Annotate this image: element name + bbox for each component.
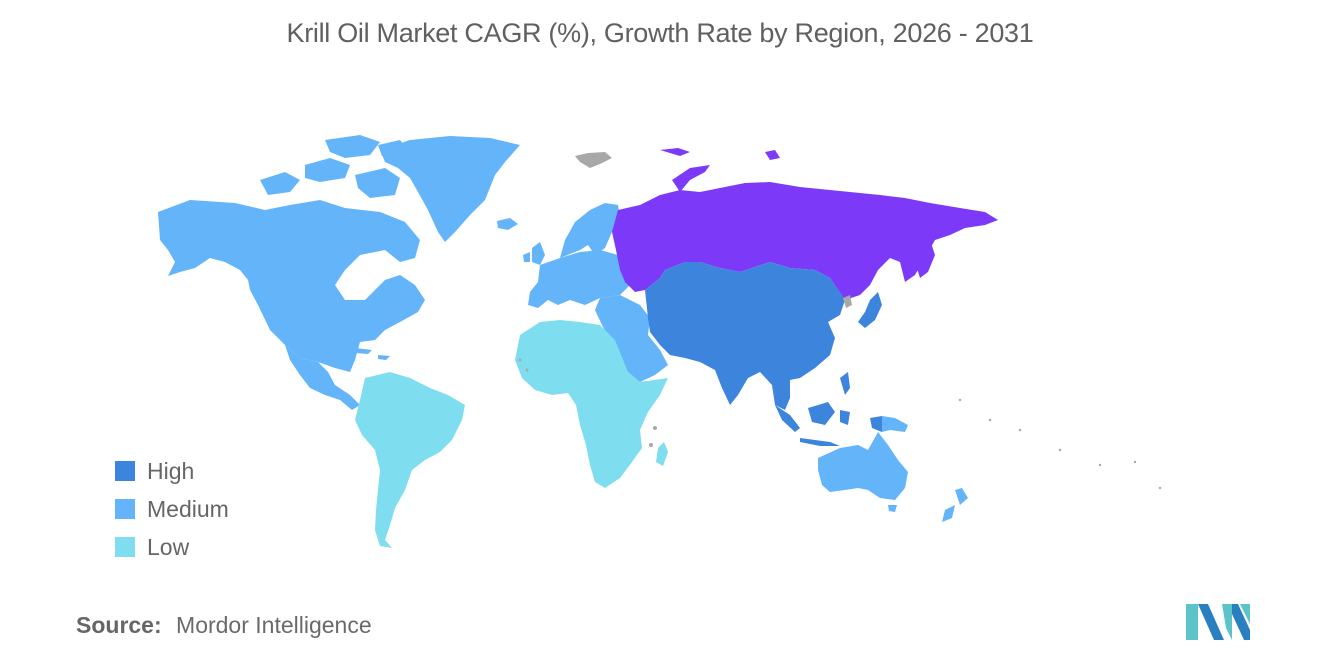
legend-item-medium: Medium [115, 490, 229, 528]
legend-swatch-low [115, 537, 135, 557]
region-asia-pacific [645, 262, 882, 446]
chart-title: Krill Oil Market CAGR (%), Growth Rate b… [286, 18, 1034, 48]
region-south-america [355, 372, 465, 548]
region-no-data [518, 152, 1162, 490]
source-value: Mordor Intelligence [176, 612, 372, 638]
region-russia [612, 148, 998, 300]
legend: High Medium Low [115, 452, 229, 566]
region-europe [523, 203, 630, 308]
legend-swatch-medium [115, 499, 135, 519]
region-north-america [158, 135, 520, 410]
legend-label-high: High [147, 457, 195, 484]
legend-swatch-high [115, 461, 135, 481]
source-key: Source: [76, 612, 162, 638]
source-line: Source: Mordor Intelligence [76, 612, 372, 639]
legend-label-medium: Medium [147, 495, 229, 522]
region-africa [515, 320, 668, 488]
legend-label-low: Low [147, 533, 190, 560]
mordor-intelligence-logo-icon [1186, 604, 1250, 640]
legend-item-low: Low [115, 528, 229, 566]
region-middle-east [595, 295, 668, 382]
region-oceania [818, 416, 968, 522]
legend-item-high: High [115, 452, 229, 490]
